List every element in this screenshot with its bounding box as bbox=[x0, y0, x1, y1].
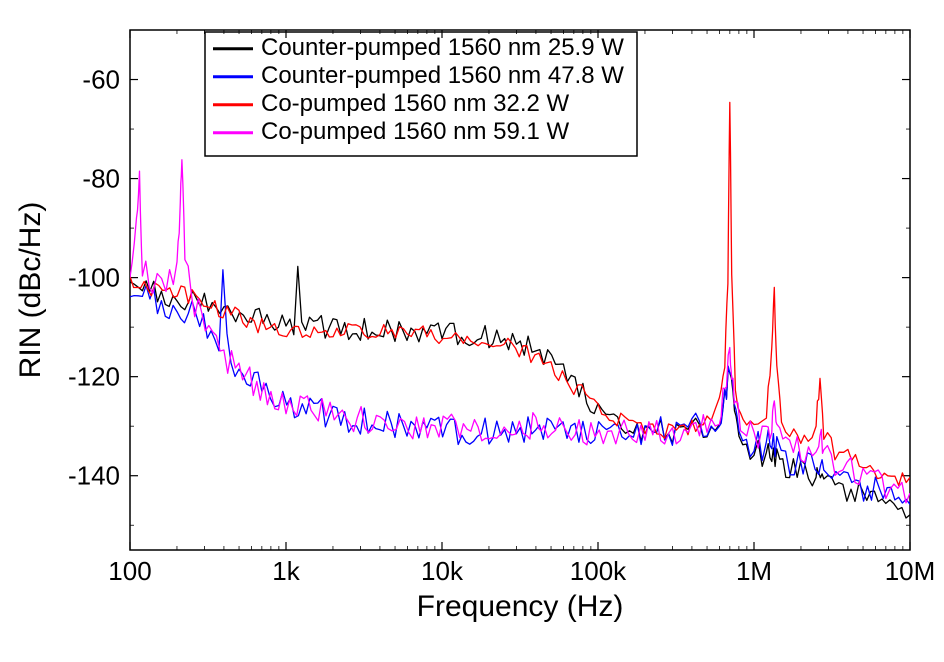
legend-label: Co-pumped 1560 nm 32.2 W bbox=[261, 90, 570, 117]
y-tick-label: -120 bbox=[68, 362, 120, 392]
x-axis-label: Frequency (Hz) bbox=[417, 590, 624, 623]
rin-chart: 100 1k 10k 100k 1M 10M -60 -80 -100 -120 -140 Frequ… bbox=[0, 0, 944, 662]
x-tick-label: 10M bbox=[885, 556, 936, 586]
y-axis-label: RIN (dBc/Hz) bbox=[14, 202, 47, 379]
x-tick-label: 1M bbox=[736, 556, 772, 586]
y-tick-label: -100 bbox=[68, 263, 120, 293]
y-tick-label: -140 bbox=[68, 461, 120, 491]
x-tick-label: 100 bbox=[108, 556, 151, 586]
chart-container: 100 1k 10k 100k 1M 10M -60 -80 -100 -120 -140 Frequ… bbox=[0, 0, 944, 662]
legend-label: Co-pumped 1560 nm 59.1 W bbox=[261, 118, 570, 145]
y-tick-label: -60 bbox=[82, 65, 120, 95]
legend-label: Counter-pumped 1560 nm 25.9 W bbox=[261, 34, 624, 61]
x-tick-label: 10k bbox=[421, 556, 464, 586]
legend-label: Counter-pumped 1560 nm 47.8 W bbox=[261, 62, 624, 89]
x-tick-label: 1k bbox=[272, 556, 300, 586]
y-tick-label: -80 bbox=[82, 164, 120, 194]
x-tick-label: 100k bbox=[570, 556, 627, 586]
